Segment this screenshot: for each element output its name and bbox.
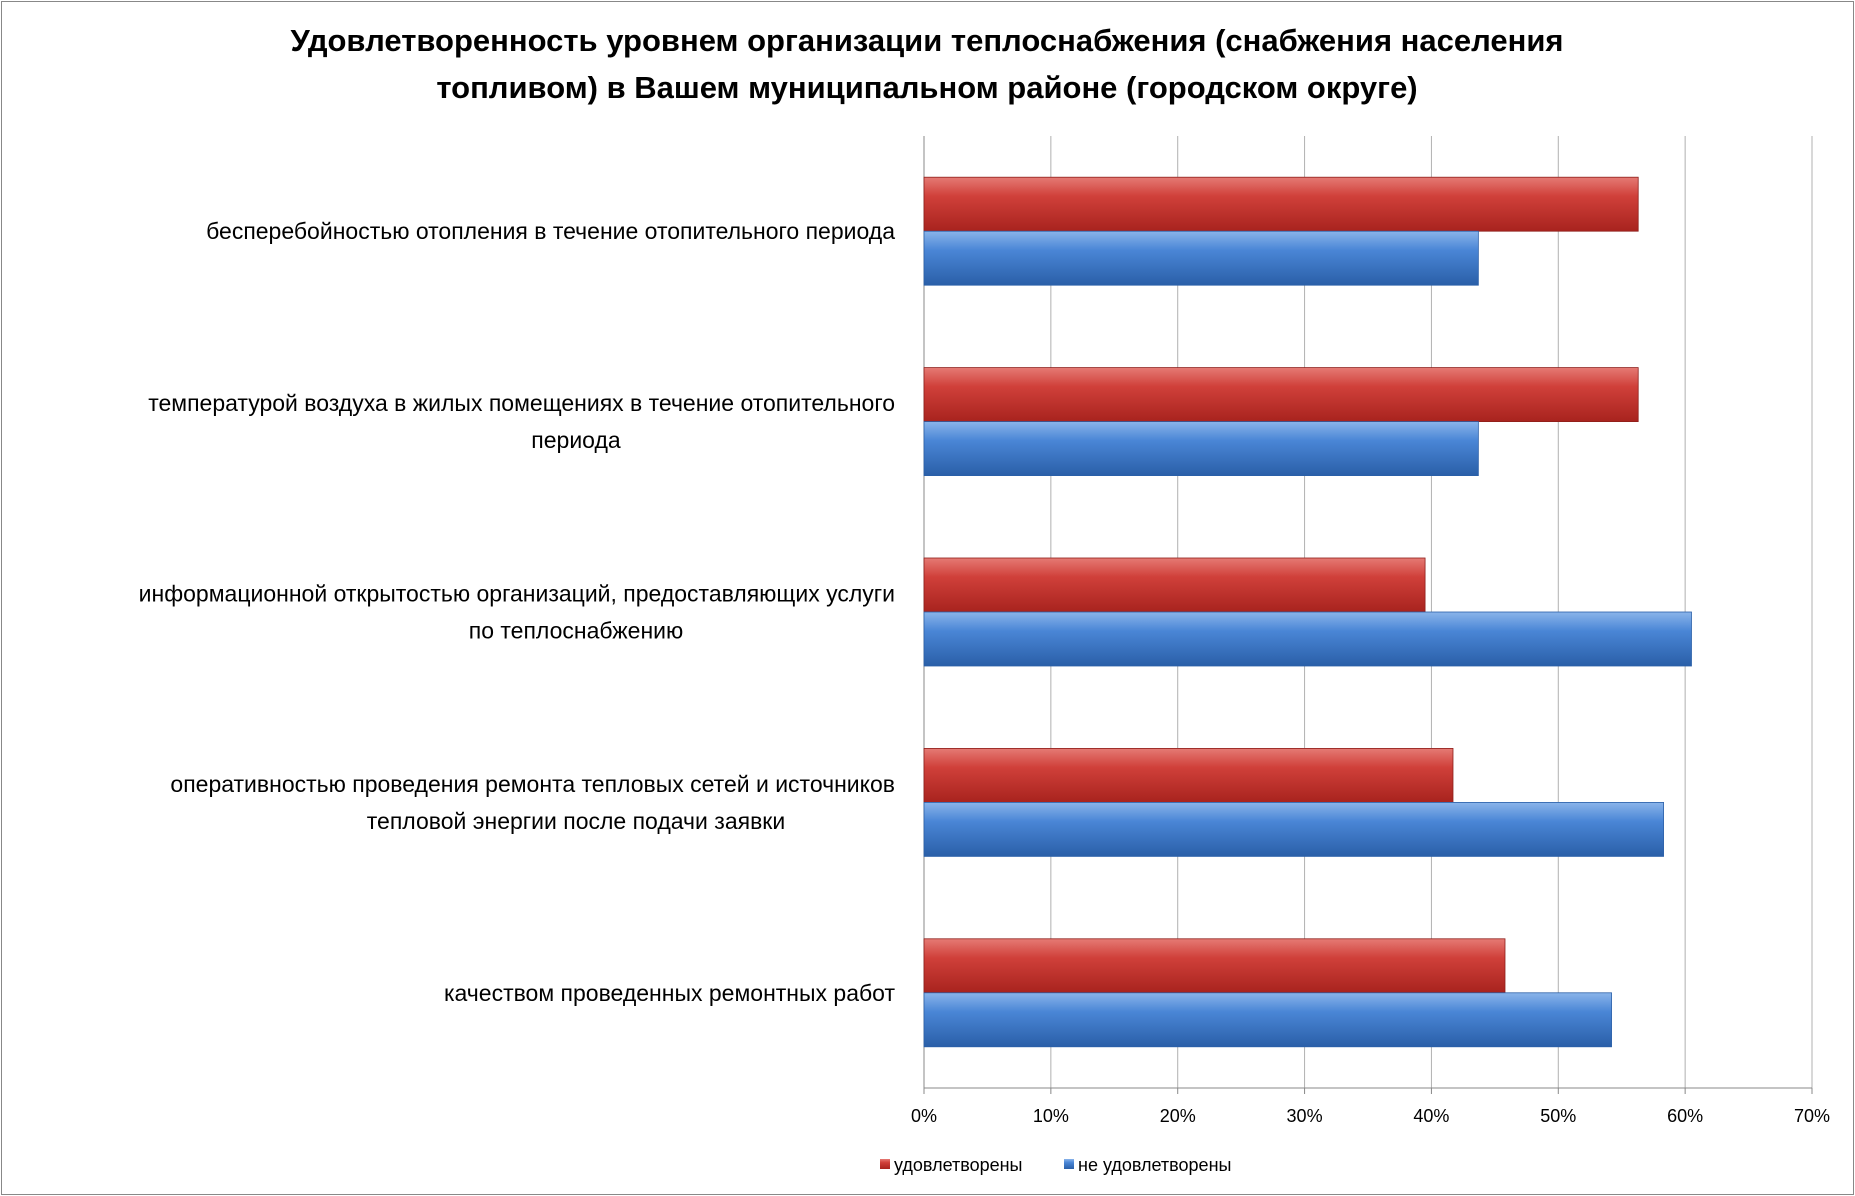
bar-satisfied [923,367,1639,423]
x-tick-labels: 0% 10% 20% 30% 40% 50% 60% 70% [911,1106,1830,1126]
category-labels: бесперебойностью отопления в течение ото… [139,218,896,1006]
chart-title: Удовлетворенность уровнем организации те… [290,23,1563,105]
bar-satisfied [923,938,1506,994]
category-label: бесперебойностью отопления в течение ото… [206,218,895,244]
x-tick-label: 60% [1667,1106,1703,1126]
bar-satisfied [923,176,1639,232]
category-label: по теплоснабжению [469,618,684,644]
bar-not-satisfied [923,611,1692,667]
chart-title-line: топливом) в Вашем муниципальном районе (… [436,70,1417,105]
legend-swatch-satisfied [880,1159,890,1169]
category-label: информационной открытостью организаций, … [139,581,895,607]
bar-satisfied [923,557,1426,613]
bar-satisfied [923,748,1454,803]
x-tick-label: 20% [1160,1106,1196,1126]
category-label: тепловой энергии после подачи заявки [367,808,785,834]
bar-not-satisfied [923,421,1479,477]
x-tick-label: 50% [1540,1106,1576,1126]
x-tick-label: 70% [1794,1106,1830,1126]
bar-not-satisfied [923,992,1612,1048]
legend: удовлетворены не удовлетворены [880,1155,1231,1175]
bar-not-satisfied [923,230,1479,286]
legend-label: не удовлетворены [1078,1155,1231,1175]
x-tick-label: 0% [911,1106,937,1126]
legend-swatch-not-satisfied [1064,1159,1074,1169]
bars [923,176,1692,1048]
x-tick-label: 40% [1413,1106,1449,1126]
category-label: качеством проведенных ремонтных работ [444,980,896,1006]
legend-label: удовлетворены [894,1155,1023,1175]
category-label: оперативностью проведения ремонта теплов… [170,771,895,797]
x-tick-label: 10% [1033,1106,1069,1126]
category-label: периода [531,427,621,453]
category-label: температурой воздуха в жилых помещениях … [148,390,895,416]
bar-not-satisfied [923,802,1664,857]
x-tick-label: 30% [1287,1106,1323,1126]
chart-title-line: Удовлетворенность уровнем организации те… [290,23,1563,58]
